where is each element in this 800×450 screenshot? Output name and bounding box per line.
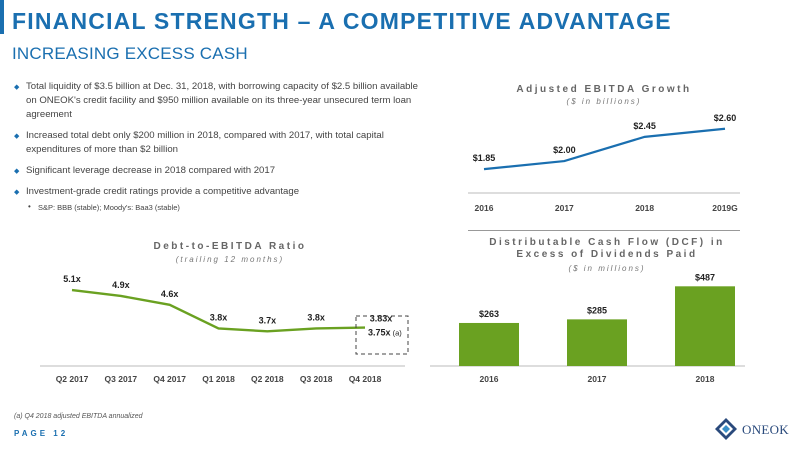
diamond-bullet-icon: ◆: [14, 168, 20, 175]
bullet-list: ◆ Total liquidity of $3.5 billion at Dec…: [14, 80, 424, 219]
dcf-bar: [675, 286, 735, 366]
page-number: PAGE 12: [14, 429, 69, 438]
ebitda-data-label: $2.60: [714, 113, 737, 123]
page-title: FINANCIAL STRENGTH – A COMPETITIVE ADVAN…: [12, 8, 672, 34]
ebitda-data-label: $2.00: [553, 145, 576, 155]
chart-divider: [468, 230, 740, 231]
bullet-item: ◆ Increased total debt only $200 million…: [14, 129, 424, 157]
footnote: (a) Q4 2018 adjusted EBITDA annualized: [14, 413, 143, 420]
page-subtitle: INCREASING EXCESS CASH: [12, 44, 248, 63]
sub-bullet-text: S&P: BBB (stable); Moody's: Baa3 (stable…: [38, 203, 180, 212]
logo-text: ONEOK: [742, 422, 789, 437]
bullet-text: Increased total debt only $200 million i…: [26, 130, 384, 155]
debt-data-label: 3.8x: [307, 312, 325, 322]
ebitda-x-tick-label: 2016: [475, 203, 494, 213]
ebitda-x-tick-label: 2017: [555, 203, 574, 213]
oneok-logo-icon: [715, 418, 737, 440]
ebitda-x-tick-label: 2019G: [712, 203, 738, 213]
dcf-data-label: $487: [695, 272, 715, 282]
diamond-bullet-icon: ◆: [14, 84, 20, 91]
title-accent-bar: [0, 0, 4, 34]
debt-highlight-box: [355, 315, 409, 355]
ebitda-series-line: [483, 127, 726, 171]
dcf-x-tick-label: 2016: [480, 374, 499, 384]
debt-data-label: 3.83x: [370, 314, 393, 324]
sub-bullet-item: • S&P: BBB (stable); Moody's: Baa3 (stab…: [14, 202, 424, 213]
dcf-bar: [567, 319, 627, 366]
ebitda-chart-title: Adjusted EBITDA Growth: [516, 84, 692, 95]
debt-data-label: 4.9x: [112, 280, 130, 290]
ebitda-data-label: $2.45: [633, 121, 656, 131]
debt-annotation-label: 3.75x (a): [368, 328, 402, 338]
debt-data-label: 3.8x: [210, 312, 228, 322]
debt-chart-title: Debt-to-EBITDA Ratio: [153, 241, 307, 252]
debt-x-tick-label: Q2 2018: [251, 374, 284, 384]
bullet-item: ◆ Total liquidity of $3.5 billion at Dec…: [14, 80, 424, 122]
debt-x-tick-label: Q4 2018: [349, 374, 382, 384]
debt-data-label: 5.1x: [63, 274, 81, 284]
dcf-data-label: $285: [587, 305, 607, 315]
bullet-item: ◆ Investment-grade credit ratings provid…: [14, 185, 424, 199]
dcf-x-tick-label: 2017: [588, 374, 607, 384]
debt-chart-subtitle: (trailing 12 months): [175, 255, 285, 264]
diamond-bullet-icon: ◆: [14, 133, 20, 140]
ebitda-x-tick-label: 2018: [635, 203, 654, 213]
debt-x-tick-label: Q1 2018: [202, 374, 235, 384]
dcf-data-label: $263: [479, 309, 499, 319]
dcf-chart-title: Distributable Cash Flow (DCF) in Excess …: [489, 237, 725, 260]
debt-data-label: 3.7x: [259, 315, 277, 325]
debt-x-tick-label: Q3 2017: [105, 374, 138, 384]
bullet-text: Total liquidity of $3.5 billion at Dec. …: [26, 81, 418, 120]
ebitda-chart-subtitle: ($ in billions): [566, 97, 642, 106]
debt-x-tick-label: Q4 2017: [153, 374, 186, 384]
dot-bullet-icon: •: [28, 202, 31, 211]
debt-data-label: 4.6x: [161, 289, 179, 299]
debt-x-tick-label: Q3 2018: [300, 374, 333, 384]
bullet-text: Investment-grade credit ratings provide …: [26, 186, 300, 197]
bullet-text: Significant leverage decrease in 2018 co…: [26, 165, 276, 176]
dcf-x-tick-label: 2018: [696, 374, 715, 384]
debt-x-tick-label: Q2 2017: [56, 374, 89, 384]
ebitda-data-label: $1.85: [473, 153, 496, 163]
dcf-bar: [459, 322, 519, 366]
bullet-item: ◆ Significant leverage decrease in 2018 …: [14, 164, 424, 178]
dcf-chart-subtitle: ($ in millions): [568, 264, 646, 273]
debt-series-line: [71, 288, 366, 333]
diamond-bullet-icon: ◆: [14, 189, 20, 196]
